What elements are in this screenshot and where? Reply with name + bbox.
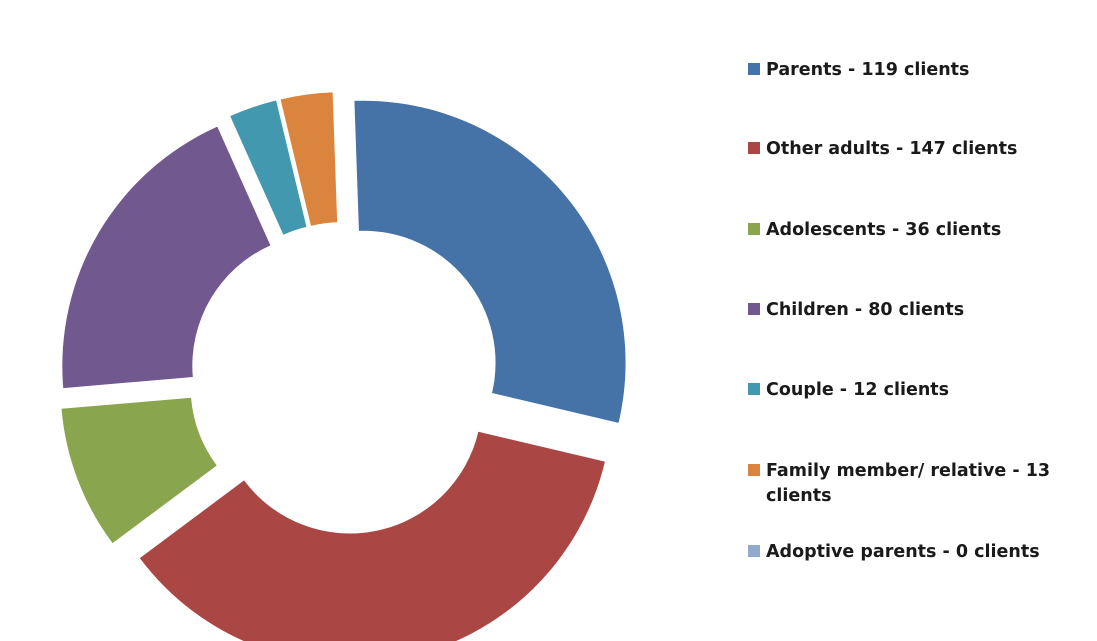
donut-slices [61, 92, 626, 641]
legend-label-adolescents: Adolescents - 36 clients [766, 220, 1002, 240]
donut-slice-other-adults [139, 431, 605, 641]
donut-slice-parents [354, 100, 626, 423]
chart-legend: Parents - 119 clients Other adults - 147… [748, 0, 1088, 641]
legend-swatch-adolescents [748, 223, 760, 235]
legend-item-adolescents: Adolescents - 36 clients [748, 218, 1078, 243]
legend-label-couple: Couple - 12 clients [766, 380, 950, 400]
legend-swatch-couple [748, 383, 760, 395]
donut-slice-couple [230, 100, 307, 235]
donut-plot-area [61, 92, 626, 641]
legend-item-other-adults: Other adults - 147 clients [748, 137, 1078, 162]
legend-swatch-adoptive-parents [748, 545, 760, 557]
legend-swatch-children [748, 303, 760, 315]
donut-slice-adolescents [61, 397, 217, 544]
legend-label-adoptive-parents: Adoptive parents - 0 clients [766, 542, 1040, 562]
legend-label-family-member: Family member/ relative - 13 clients [766, 461, 1051, 506]
legend-item-family-member: Family member/ relative - 13 clients [748, 459, 1078, 509]
legend-item-adoptive-parents: Adoptive parents - 0 clients [748, 540, 1078, 565]
legend-swatch-family-member [748, 464, 760, 476]
donut-slice-children [62, 126, 271, 389]
legend-item-parents: Parents - 119 clients [748, 58, 1078, 83]
legend-swatch-parents [748, 63, 760, 75]
legend-item-couple: Couple - 12 clients [748, 378, 1078, 403]
legend-label-parents: Parents - 119 clients [766, 60, 970, 80]
legend-label-other-adults: Other adults - 147 clients [766, 139, 1018, 159]
legend-item-children: Children - 80 clients [748, 298, 1078, 323]
legend-swatch-other-adults [748, 142, 760, 154]
legend-label-children: Children - 80 clients [766, 300, 965, 320]
donut-slice-family-member-relative [280, 92, 338, 226]
